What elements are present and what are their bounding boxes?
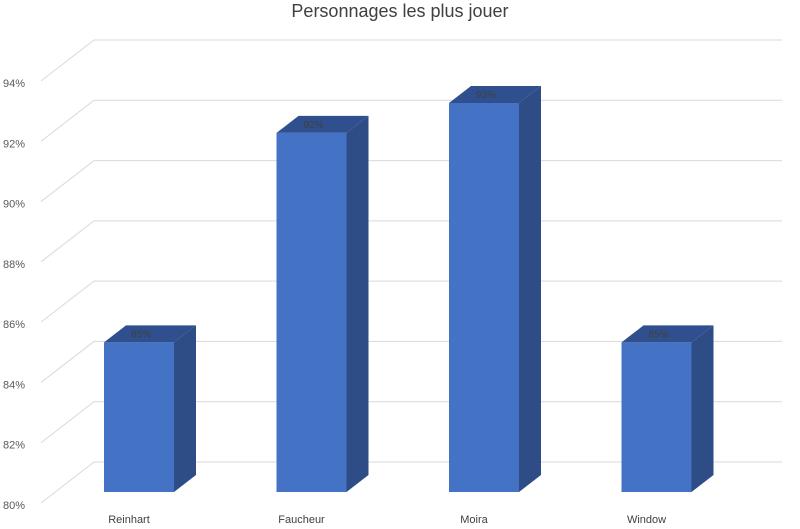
gridline — [40, 220, 782, 263]
x-category-label: Window — [627, 514, 666, 526]
bar-reinhart — [104, 325, 196, 492]
bar-front-face — [449, 103, 519, 492]
bar-top-face — [104, 325, 196, 343]
y-tick-label: 88% — [3, 259, 25, 271]
x-category-label: Reinhart — [108, 514, 150, 526]
y-tick-label: 86% — [3, 319, 25, 331]
bar-faucheur — [276, 115, 369, 492]
x-category-label: Moira — [460, 514, 488, 526]
y-tick-label: 84% — [3, 379, 25, 391]
bar-front-face — [276, 132, 347, 492]
bar-front-face — [104, 342, 174, 492]
y-tick-label: 80% — [3, 500, 25, 512]
gridline — [40, 461, 782, 504]
bar-side-face — [519, 86, 541, 492]
bar-top-face — [449, 86, 541, 103]
bar-side-face — [691, 325, 714, 492]
bar-side-face — [346, 115, 369, 492]
x-category-label: Faucheur — [278, 514, 325, 526]
bar-side-face — [174, 325, 196, 492]
bar-window — [621, 325, 714, 492]
bar-top-face — [276, 115, 369, 133]
data-label: 85% — [131, 329, 151, 340]
gridline — [40, 99, 782, 142]
data-label: 92% — [303, 120, 323, 131]
y-tick-label: 92% — [3, 138, 25, 150]
bar-moira — [449, 86, 541, 492]
gridline — [40, 340, 782, 383]
gridline — [40, 280, 782, 323]
data-label: 85% — [648, 329, 668, 340]
data-label: 93% — [476, 90, 496, 101]
gridline — [40, 39, 782, 82]
gridline — [40, 401, 782, 444]
bar-top-face — [621, 325, 714, 343]
bar-front-face — [621, 342, 692, 492]
chart-title: Personnages les plus jouer — [291, 1, 509, 21]
y-tick-label: 82% — [3, 440, 25, 452]
y-tick-label: 94% — [3, 78, 25, 90]
gridline — [40, 160, 782, 202]
y-tick-label: 90% — [3, 199, 25, 211]
